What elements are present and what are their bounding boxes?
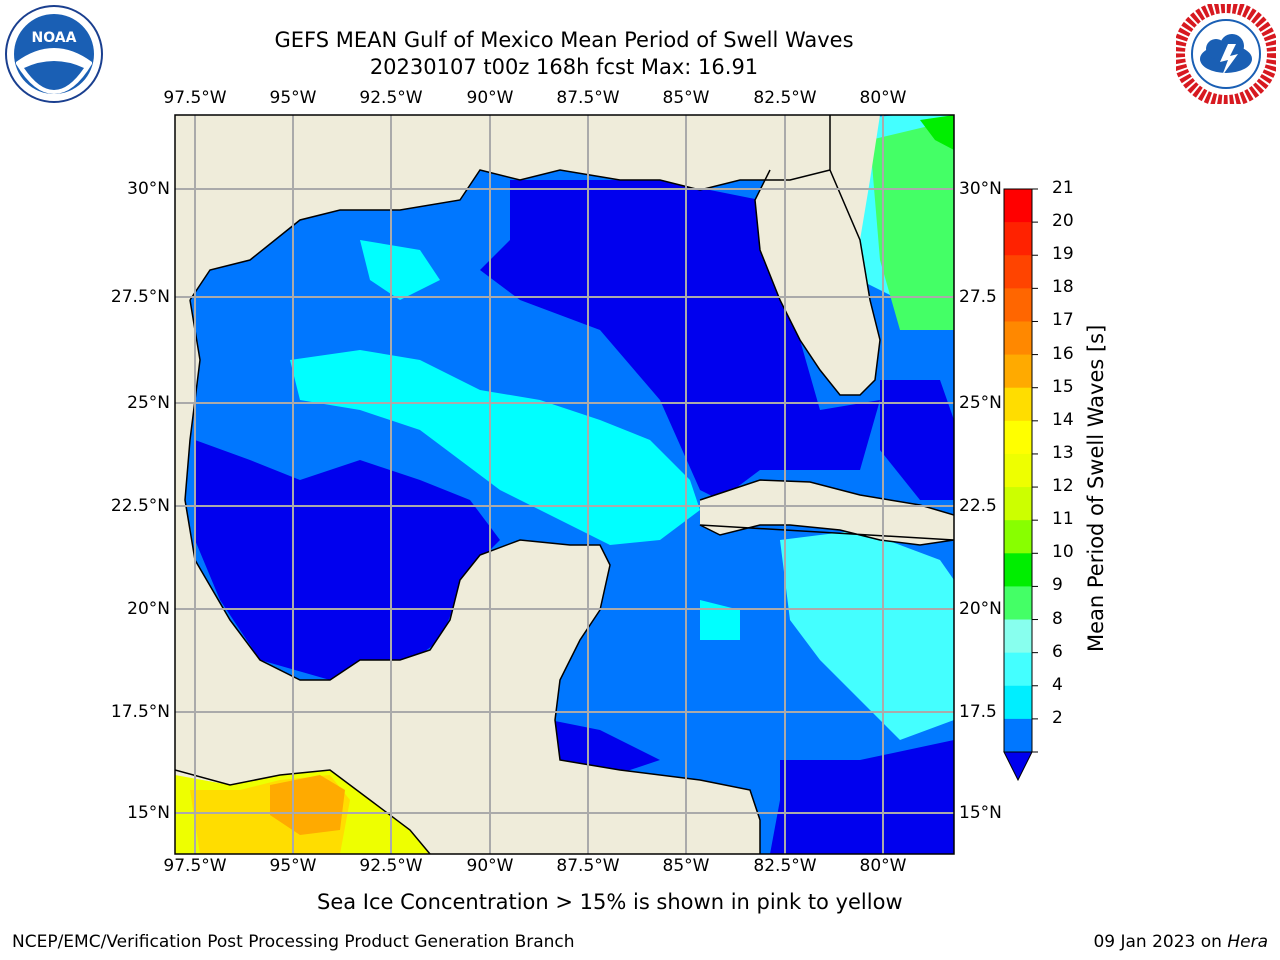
colorbar-tick-label: 6 (1052, 641, 1063, 662)
colorbar-tick-label: 8 (1052, 608, 1063, 629)
lat-label: 30°N (127, 179, 170, 199)
colorbar-segment (1004, 586, 1032, 621)
colorbar-tick-label: 10 (1052, 542, 1074, 563)
lat-label: 15°N (127, 803, 170, 823)
colorbar-tick-label: 15 (1052, 376, 1074, 397)
lon-label: 92.5°W (359, 856, 423, 876)
colorbar-tick-label: 20 (1052, 211, 1074, 232)
nws-logo (1173, 1, 1279, 107)
lat-label: 20°N (127, 599, 170, 619)
lat-label: 27.5 (959, 287, 997, 307)
lon-label: 85°W (662, 856, 710, 876)
colorbar-tick-label: 17 (1052, 310, 1074, 331)
colorbar-segment (1004, 718, 1032, 753)
colorbar-segment (1004, 387, 1032, 422)
lat-label: 25°N (959, 393, 1002, 413)
colorbar-segment (1004, 420, 1032, 455)
lon-label: 97.5°W (163, 856, 227, 876)
colorbar-segment (1004, 255, 1032, 289)
lat-label: 27.5°N (110, 287, 170, 307)
lat-label: 22.5 (959, 496, 997, 516)
colorbar-segment (1004, 652, 1032, 687)
colorbar (1003, 188, 1038, 782)
lon-label: 80°W (859, 88, 907, 108)
lon-label: 85°W (662, 88, 710, 108)
map-subtitle: 20230107 t00z 168h fcst Max: 16.91 (369, 55, 759, 79)
colorbar-segment (1004, 453, 1032, 488)
map-title: GEFS MEAN Gulf of Mexico Mean Period of … (274, 28, 854, 52)
footer-branch: NCEP/EMC/Verification Post Processing Pr… (12, 932, 575, 952)
sea-ice-note: Sea Ice Concentration > 15% is shown in … (317, 890, 903, 914)
colorbar-border (1003, 188, 1033, 753)
svg-text:NOAA: NOAA (32, 30, 77, 46)
colorbar-tick-label: 2 (1052, 707, 1063, 728)
lat-label: 20°N (959, 599, 1002, 619)
footer-date: 09 Jan 2023 on Hera (1093, 932, 1268, 952)
colorbar-tick-label: 16 (1052, 343, 1074, 364)
colorbar-label: Mean Period of Swell Waves [s] (1084, 324, 1108, 652)
colorbar-segment (1004, 288, 1032, 322)
lat-label: 17.5 (959, 702, 997, 722)
colorbar-tick-label: 18 (1052, 277, 1074, 298)
colorbar-segment (1004, 520, 1032, 554)
lon-label: 90°W (466, 856, 514, 876)
lon-label: 80°W (859, 856, 907, 876)
colorbar-segment (1004, 553, 1032, 587)
footer-host: Hera (1227, 932, 1268, 952)
lon-label: 87.5°W (556, 88, 620, 108)
lon-label: 90°W (466, 88, 514, 108)
lon-label: 95°W (269, 88, 317, 108)
lon-label: 92.5°W (359, 88, 423, 108)
lon-label: 95°W (269, 856, 317, 876)
colorbar-tick-label: 11 (1052, 509, 1074, 530)
colorbar-segment (1004, 685, 1032, 720)
lon-label: 97.5°W (163, 88, 227, 108)
noaa-logo: NOAA (4, 4, 104, 104)
lon-axis-bottom: 97.5°W 95°W 92.5°W 90°W 87.5°W 85°W 82.5… (0, 856, 1000, 880)
colorbar-tick-label: 4 (1052, 674, 1063, 695)
colorbar-segment (1004, 487, 1032, 521)
colorbar-segment (1004, 354, 1032, 389)
colorbar-segment (1004, 619, 1032, 654)
colorbar-tick-label: 13 (1052, 442, 1074, 463)
lat-label: 17.5°N (110, 702, 170, 722)
colorbar-segment (1004, 321, 1032, 356)
colorbar-tick-label: 19 (1052, 244, 1074, 265)
lat-label: 25°N (127, 393, 170, 413)
lon-label: 82.5°W (753, 88, 817, 108)
colorbar-tick-label: 14 (1052, 409, 1074, 430)
lon-axis-top: 97.5°W 95°W 92.5°W 90°W 87.5°W 85°W 82.5… (0, 88, 1000, 112)
colorbar-extend-arrow (1003, 751, 1033, 782)
colorbar-segment (1004, 222, 1032, 256)
colorbar-tick-label: 9 (1052, 575, 1063, 596)
lon-label: 87.5°W (556, 856, 620, 876)
lon-label: 82.5°W (753, 856, 817, 876)
colorbar-tick-label: 21 (1052, 178, 1074, 198)
lat-label: 15°N (959, 803, 1002, 823)
lat-label: 30°N (959, 179, 1002, 199)
footer-date-text: 09 Jan 2023 on (1093, 932, 1228, 952)
colorbar-tick-label: 12 (1052, 476, 1074, 497)
colorbar-segment (1004, 189, 1032, 223)
lat-label: 22.5°N (110, 496, 170, 516)
